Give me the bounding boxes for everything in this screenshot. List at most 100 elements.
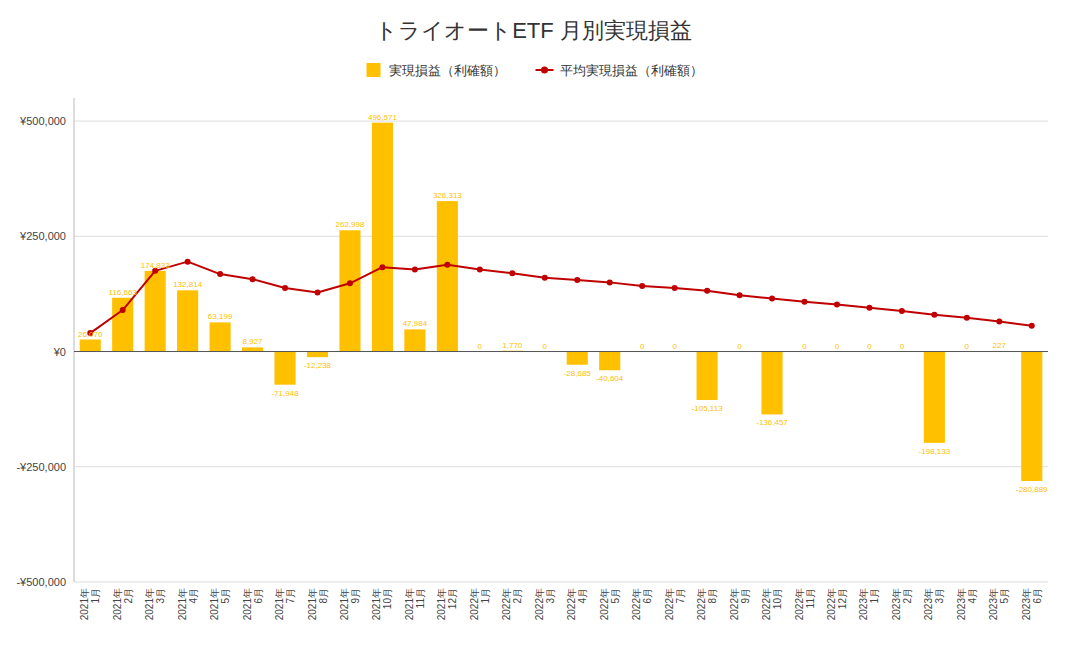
line	[90, 262, 1032, 333]
x-tick-label: 2022年12月	[826, 588, 848, 620]
x-tick-label: 2022年5月	[599, 588, 621, 620]
data-label: -71,948	[271, 389, 299, 398]
data-label: 132,814	[173, 280, 202, 289]
x-tick-label: 2021年7月	[274, 588, 296, 620]
data-label: 326,313	[433, 191, 462, 200]
x-tick-label-line: 5月	[220, 588, 231, 604]
bar	[210, 322, 231, 351]
legend: 実現損益（利確額）平均実現損益（利確額）	[367, 63, 703, 78]
x-tick-label-line: 8月	[707, 588, 718, 604]
legend-swatch	[367, 63, 381, 77]
x-tick-label-line: 2023年	[988, 588, 999, 620]
data-label: 262,998	[336, 220, 365, 229]
x-tick-label-line: 6月	[642, 588, 653, 604]
bar	[372, 123, 393, 352]
data-label: -280,889	[1016, 485, 1048, 494]
line-marker	[931, 312, 937, 318]
x-tick-label: 2021年8月	[307, 588, 329, 620]
x-tick-label: 2021年3月	[144, 588, 166, 620]
x-tick-label-line: 5月	[610, 588, 621, 604]
x-tick-label: 2021年2月	[112, 588, 134, 620]
data-label: 0	[835, 342, 840, 351]
data-label: 0	[543, 342, 548, 351]
x-tick: 2022年3月	[534, 588, 556, 620]
data-label: 227	[993, 341, 1007, 350]
x-tick-label-line: 2023年	[956, 588, 967, 620]
x-tick-label: 2021年4月	[177, 588, 199, 620]
line-marker	[282, 285, 288, 291]
x-tick: 2023年1月	[858, 588, 880, 620]
legend-marker	[541, 67, 548, 74]
line-marker	[704, 288, 710, 294]
x-tick-label: 2022年11月	[794, 588, 816, 620]
y-tick-label: ¥0	[53, 346, 66, 358]
x-tick-label-line: 9月	[350, 588, 361, 604]
x-tick-label-line: 12月	[837, 588, 848, 609]
line-marker	[1029, 323, 1035, 329]
line-marker	[834, 302, 840, 308]
x-tick-label-line: 3月	[545, 588, 556, 604]
x-tick: 2022年11月	[794, 588, 816, 620]
y-tick-label: ¥250,000	[19, 230, 66, 242]
x-tick-label: 2021年9月	[339, 588, 361, 620]
x-tick-label-line: 2021年	[307, 588, 318, 620]
x-tick: 2021年8月	[307, 588, 329, 620]
x-tick-label-line: 1月	[90, 588, 101, 604]
data-label: 496,571	[368, 113, 397, 122]
x-tick-label-line: 2022年	[566, 588, 577, 620]
x-tick-label-line: 2021年	[209, 588, 220, 620]
bar	[307, 352, 328, 358]
bar	[404, 329, 425, 351]
grid-line	[74, 582, 1048, 583]
x-tick-label-line: 6月	[253, 588, 264, 604]
data-label: 1,770	[502, 341, 523, 350]
y-axis	[74, 98, 75, 582]
x-tick-label-line: 12月	[447, 588, 458, 609]
x-tick-label-line: 2021年	[436, 588, 447, 620]
y-tick-label: ¥500,000	[19, 115, 66, 127]
x-tick-label-line: 2月	[512, 588, 523, 604]
x-tick: 2021年1月	[79, 588, 101, 620]
title: トライオートETF 月別実現損益	[375, 18, 692, 43]
line-marker	[607, 279, 613, 285]
x-tick-label-line: 6月	[1032, 588, 1043, 604]
bar	[112, 298, 133, 352]
grid-line	[74, 466, 1048, 467]
data-label: -12,238	[304, 361, 332, 370]
x-tick: 2021年3月	[144, 588, 166, 620]
data-label: 0	[640, 342, 645, 351]
x-tick: 2023年2月	[891, 588, 913, 620]
bar	[437, 201, 458, 351]
line-marker	[866, 305, 872, 311]
x-tick-label-line: 2021年	[144, 588, 155, 620]
bar	[599, 352, 620, 371]
bar	[177, 290, 198, 351]
grid-line	[74, 121, 1048, 122]
x-tick: 2021年9月	[339, 588, 361, 620]
line-marker	[802, 299, 808, 305]
x-tick: 2023年5月	[988, 588, 1010, 620]
grid-line	[74, 236, 1048, 237]
line-marker	[347, 280, 353, 286]
x-tick: 2021年5月	[209, 588, 231, 620]
line-marker	[574, 277, 580, 283]
x-tick: 2023年4月	[956, 588, 978, 620]
line-marker	[542, 275, 548, 281]
data-label: -105,113	[692, 404, 724, 413]
x-tick-label: 2022年9月	[729, 588, 751, 620]
x-tick-label-line: 4月	[577, 588, 588, 604]
x-tick-label-line: 2022年	[534, 588, 545, 620]
line-marker	[185, 259, 191, 265]
x-tick-label-line: 4月	[967, 588, 978, 604]
bar	[697, 352, 718, 400]
x-tick-label-line: 10月	[772, 588, 783, 609]
x-tick-label-line: 2023年	[891, 588, 902, 620]
data-label: 116,663	[109, 288, 138, 297]
x-tick-label-line: 5月	[999, 588, 1010, 604]
x-tick: 2022年12月	[826, 588, 848, 620]
zero-line	[74, 351, 1048, 352]
data-label: -198,133	[919, 447, 951, 456]
x-tick-label-line: 10月	[382, 588, 393, 609]
data-label: 26,070	[78, 330, 103, 339]
line-marker	[315, 290, 321, 296]
